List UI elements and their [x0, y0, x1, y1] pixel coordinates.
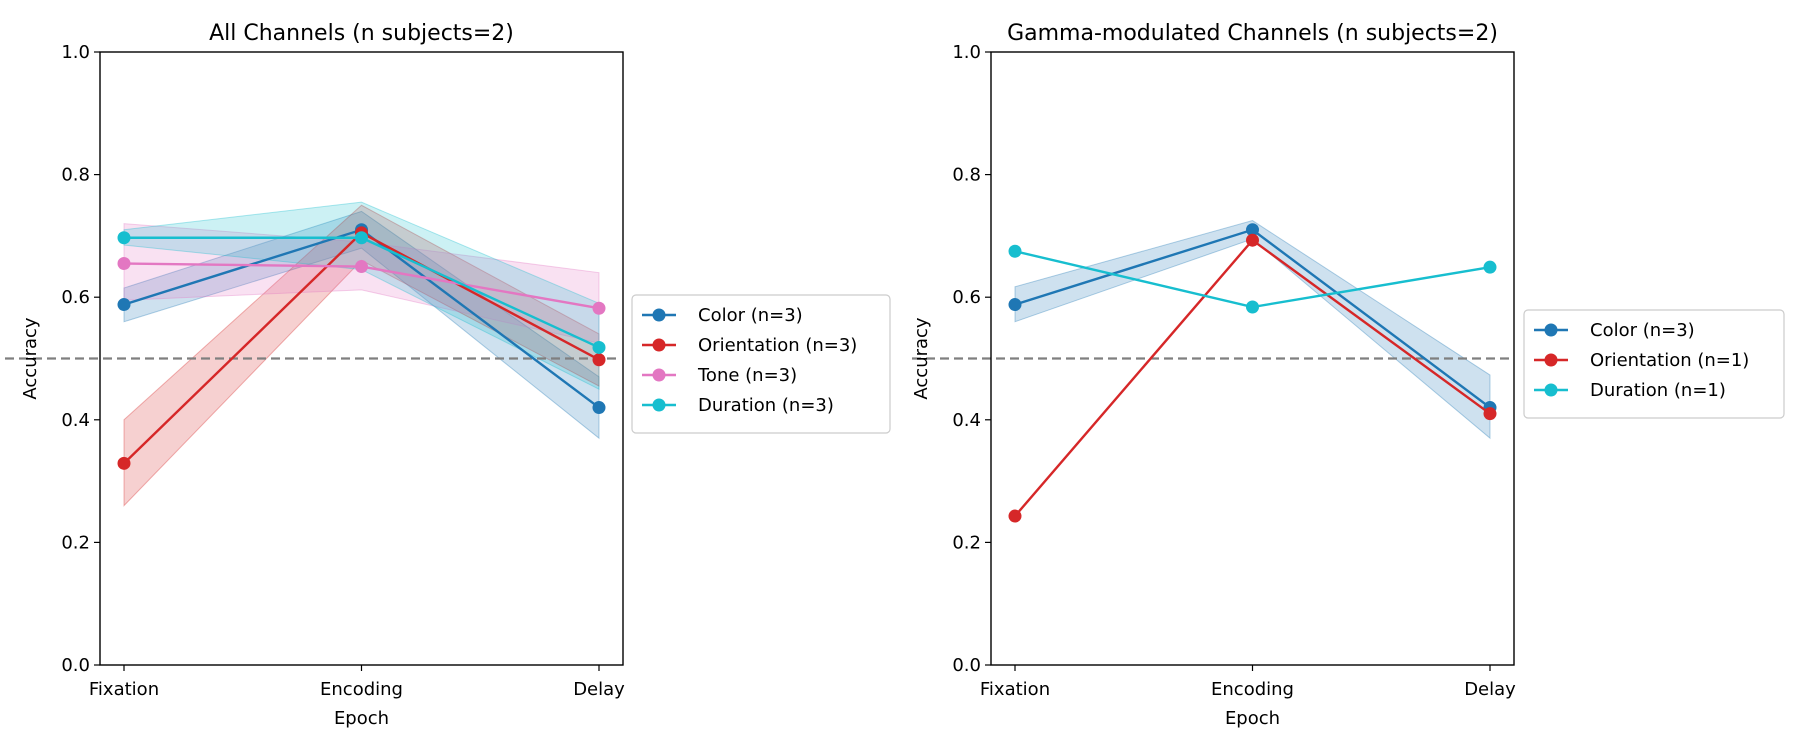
x-tick-label: Delay [573, 679, 625, 700]
x-tick-label: Fixation [89, 679, 159, 700]
series-line-1 [1014, 228, 1491, 409]
data-point [592, 401, 606, 415]
data-point [117, 231, 131, 245]
data-point [117, 298, 131, 312]
chart-panel-2: Gamma-modulated Channels (n subjects=2) 0… [911, 21, 1785, 729]
y-axis-label: Accuracy [911, 317, 932, 400]
legend-label: Orientation (n=3) [698, 335, 857, 356]
legend-label: Duration (n=3) [698, 395, 834, 416]
legend-marker [1544, 323, 1558, 337]
ci-band-1 [1014, 220, 1491, 440]
data-point [1246, 223, 1259, 237]
data-point [592, 353, 606, 367]
legend-marker [652, 368, 666, 382]
data-point [117, 456, 131, 470]
data-point [1008, 244, 1022, 258]
y-tick-label: 0.8 [61, 165, 90, 186]
y-tick-label: 0.6 [952, 287, 981, 308]
data-point [592, 301, 606, 315]
legend-marker [652, 398, 666, 412]
x-tick-label: Delay [1464, 679, 1516, 700]
legend-marker [652, 338, 666, 352]
y-axis-label: Accuracy [20, 317, 41, 400]
x-axis-label: Epoch [334, 708, 389, 729]
y-tick-label: 0.4 [61, 410, 90, 431]
legend-label: Color (n=3) [1590, 320, 1695, 341]
data-point [355, 231, 368, 245]
data-point [1008, 509, 1022, 523]
y-tick-label: 0.6 [61, 287, 90, 308]
ci-band-4 [123, 201, 600, 390]
y-tick-label: 0.2 [61, 532, 90, 553]
data-point [592, 340, 606, 354]
ci-band-2 [123, 204, 600, 507]
y-tick-label: 0.2 [952, 532, 981, 553]
legend-marker [652, 308, 666, 322]
legend-label: Duration (n=1) [1590, 380, 1726, 401]
legend-box [1523, 309, 1785, 419]
data-point [1246, 300, 1259, 314]
x-tick-label: Encoding [1211, 679, 1294, 700]
data-point [355, 260, 368, 274]
y-tick-label: 0.8 [952, 165, 981, 186]
x-axis-label: Epoch [1225, 708, 1280, 729]
data-point [1483, 260, 1497, 274]
data-point [117, 256, 131, 270]
legend-marker [1544, 383, 1558, 397]
y-tick-label: 0.4 [952, 410, 981, 431]
x-tick-label: Fixation [980, 679, 1050, 700]
chart-title: All Channels (n subjects=2) [209, 21, 514, 46]
y-tick-label: 0.0 [61, 655, 90, 676]
chart-title: Gamma-modulated Channels (n subjects=2) [1007, 21, 1498, 46]
legend-label: Orientation (n=1) [1590, 350, 1749, 371]
legend-box [631, 294, 891, 434]
y-tick-label: 1.0 [61, 42, 90, 63]
chart-panel-1: All Channels (n subjects=2) 0.0 0.2 0.4 0.6 0… [5, 21, 891, 729]
legend-label: Color (n=3) [698, 305, 803, 326]
y-tick-label: 1.0 [952, 42, 981, 63]
legend-label: Tone (n=3) [697, 365, 797, 386]
data-point [1246, 233, 1259, 247]
data-point [1008, 298, 1022, 312]
y-tick-label: 0.0 [952, 655, 981, 676]
data-point [1483, 407, 1497, 421]
legend-marker [1544, 353, 1558, 367]
x-tick-label: Encoding [320, 679, 403, 700]
